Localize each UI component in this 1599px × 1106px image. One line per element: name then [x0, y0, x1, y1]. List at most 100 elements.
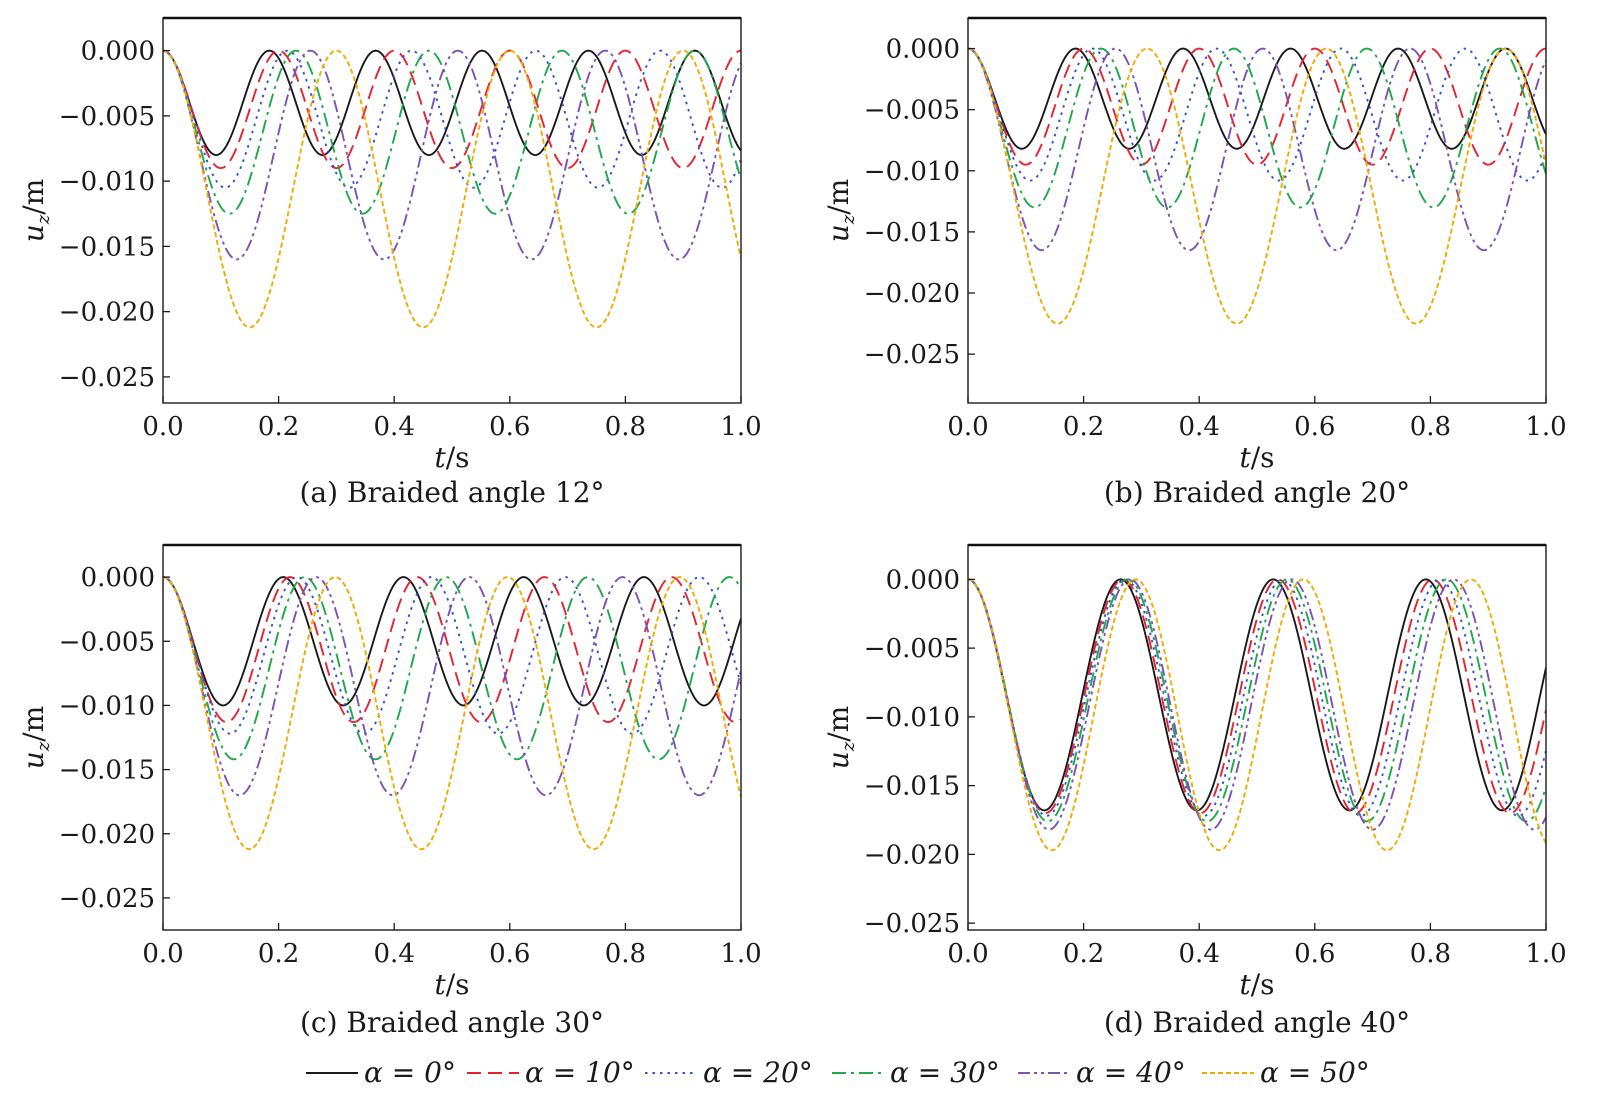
- legend-item-3: α = 30°: [832, 1056, 1000, 1089]
- legend-label: α = 20°: [703, 1056, 813, 1089]
- legend-item-5: α = 50°: [1202, 1056, 1370, 1089]
- x-tick-label: 0.8: [1410, 939, 1451, 969]
- legend-label: α = 40°: [1076, 1056, 1186, 1089]
- series-group: [163, 49, 741, 329]
- series-line-2: [163, 49, 741, 189]
- series-line-4: [968, 578, 1546, 831]
- series-line-0: [968, 47, 1546, 150]
- series-line-3: [163, 49, 741, 215]
- legend: α = 0° α = 10° α = 20° α = 30° α = 40° α = 50…: [306, 1056, 1370, 1089]
- series-line-0: [163, 49, 741, 156]
- series-line-5: [968, 578, 1546, 852]
- series-line-5: [163, 49, 741, 329]
- y-tick-label: −0.010: [864, 157, 960, 187]
- series-line-2: [968, 47, 1546, 182]
- legend-label: α = 30°: [890, 1056, 1000, 1089]
- y-tick-label: −0.005: [864, 96, 960, 126]
- y-tick-label: −0.015: [59, 756, 155, 786]
- y-tick-label: −0.010: [59, 167, 155, 197]
- x-tick-label: 0.2: [258, 412, 299, 442]
- y-tick-label: −0.015: [59, 232, 155, 262]
- series-line-3: [163, 576, 741, 761]
- x-tick-label: 1.0: [720, 412, 761, 442]
- chart-panel-3: 0.0 0.2 0.4 0.6 0.8 1.0 0.000 −0.005 −0.010 −0.01…: [17, 543, 762, 1039]
- y-tick-label: 0.000: [886, 35, 960, 65]
- x-tick-label: 1.0: [720, 939, 761, 969]
- series-line-5: [968, 47, 1546, 325]
- y-tick-label: −0.005: [59, 627, 155, 657]
- panel-caption: (d) Braided angle 40°: [1104, 1006, 1410, 1039]
- y-tick-label: −0.015: [864, 218, 960, 248]
- x-tick-label: 1.0: [1525, 939, 1566, 969]
- y-tick-label: −0.025: [864, 909, 960, 939]
- y-axis-title: uz/m: [17, 706, 54, 770]
- x-tick-label: 0.6: [1294, 939, 1335, 969]
- x-axis-title: t/s: [1239, 968, 1274, 1001]
- x-tick-label: 0.0: [947, 939, 988, 969]
- x-axis-title: t/s: [434, 968, 469, 1001]
- x-tick-label: 1.0: [1525, 412, 1566, 442]
- y-axis-title: uz/m: [822, 706, 859, 770]
- series-line-4: [968, 47, 1546, 252]
- y-tick-label: −0.010: [59, 691, 155, 721]
- legend-item-0: α = 0°: [306, 1056, 456, 1089]
- y-tick-label: 0.000: [81, 37, 155, 67]
- y-tick-label: 0.000: [886, 565, 960, 595]
- series-line-3: [968, 578, 1546, 823]
- series-line-1: [163, 576, 741, 724]
- series-line-3: [968, 47, 1546, 209]
- x-tick-label: 0.4: [374, 412, 415, 442]
- y-tick-label: −0.010: [864, 703, 960, 733]
- legend-label: α = 0°: [364, 1056, 456, 1089]
- x-axis-title: t/s: [434, 441, 469, 474]
- x-axis-title: t/s: [1239, 441, 1274, 474]
- x-tick-label: 0.0: [947, 412, 988, 442]
- x-tick-label: 0.8: [1410, 412, 1451, 442]
- x-tick-label: 0.2: [1063, 412, 1104, 442]
- legend-label: α = 50°: [1260, 1056, 1370, 1089]
- panel-caption: (c) Braided angle 30°: [300, 1006, 604, 1039]
- panel-caption: (a) Braided angle 12°: [299, 476, 604, 509]
- x-tick-label: 0.6: [489, 939, 530, 969]
- series-line-4: [163, 576, 741, 797]
- x-tick-label: 0.0: [142, 412, 183, 442]
- y-tick-label: −0.015: [864, 772, 960, 802]
- series-line-5: [163, 576, 741, 851]
- series-line-1: [968, 578, 1546, 815]
- y-tick-label: −0.025: [59, 884, 155, 914]
- series-line-1: [163, 49, 741, 170]
- y-tick-label: −0.025: [59, 363, 155, 393]
- legend-item-2: α = 20°: [645, 1056, 813, 1089]
- y-tick-label: −0.020: [864, 279, 960, 309]
- y-axis-title: uz/m: [17, 179, 54, 243]
- series-group: [163, 576, 741, 851]
- chart-panel-1: 0.0 0.2 0.4 0.6 0.8 1.0 0.000 −0.005 −0.010 −0.01…: [17, 16, 762, 509]
- x-tick-label: 0.6: [489, 412, 530, 442]
- y-tick-label: −0.005: [864, 634, 960, 664]
- x-tick-label: 0.8: [605, 939, 646, 969]
- x-tick-label: 0.0: [142, 939, 183, 969]
- y-tick-label: −0.005: [59, 102, 155, 132]
- series-line-1: [968, 47, 1546, 166]
- y-tick-label: 0.000: [81, 563, 155, 593]
- legend-item-1: α = 10°: [467, 1056, 635, 1089]
- y-tick-label: −0.020: [864, 840, 960, 870]
- legend-item-4: α = 40°: [1018, 1056, 1186, 1089]
- chart-panel-4: 0.0 0.2 0.4 0.6 0.8 1.0 0.000 −0.005 −0.010 −0.01…: [822, 543, 1567, 1039]
- x-tick-label: 0.4: [374, 939, 415, 969]
- plot-frame: [967, 17, 1547, 404]
- chart-panel-2: 0.0 0.2 0.4 0.6 0.8 1.0 0.000 −0.005 −0.010 −0.01…: [822, 16, 1567, 509]
- x-tick-label: 0.2: [1063, 939, 1104, 969]
- x-tick-label: 0.6: [1294, 412, 1335, 442]
- series-group: [968, 578, 1546, 852]
- y-axis-title: uz/m: [822, 179, 859, 243]
- plot-frame: [162, 17, 742, 404]
- legend-label: α = 10°: [525, 1056, 635, 1089]
- series-group: [968, 47, 1546, 325]
- series-line-0: [968, 578, 1546, 812]
- x-tick-label: 0.8: [605, 412, 646, 442]
- x-tick-label: 0.4: [1179, 939, 1220, 969]
- y-tick-label: −0.025: [864, 340, 960, 370]
- series-line-2: [968, 578, 1546, 817]
